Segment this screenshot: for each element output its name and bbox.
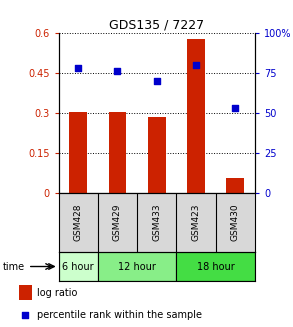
Bar <box>19 285 32 300</box>
Bar <box>69 112 87 193</box>
Bar <box>187 39 205 193</box>
Text: 18 hour: 18 hour <box>197 262 234 271</box>
Text: GSM428: GSM428 <box>74 204 83 241</box>
Point <box>76 65 81 71</box>
Bar <box>109 112 126 193</box>
Text: 12 hour: 12 hour <box>118 262 156 271</box>
Point <box>115 69 120 74</box>
Text: GSM430: GSM430 <box>231 203 240 241</box>
Bar <box>226 178 244 193</box>
Title: GDS135 / 7227: GDS135 / 7227 <box>109 19 204 31</box>
Point <box>194 62 198 67</box>
Text: time: time <box>3 262 25 271</box>
Text: log ratio: log ratio <box>37 288 77 298</box>
Bar <box>176 252 255 281</box>
Point <box>233 105 238 111</box>
Text: GSM433: GSM433 <box>152 203 161 241</box>
Text: 6 hour: 6 hour <box>62 262 94 271</box>
Text: GSM429: GSM429 <box>113 204 122 241</box>
Text: GSM423: GSM423 <box>192 204 200 241</box>
Point <box>23 313 27 318</box>
Bar <box>98 252 176 281</box>
Point <box>154 78 159 83</box>
Bar <box>148 117 166 193</box>
Bar <box>59 252 98 281</box>
Text: percentile rank within the sample: percentile rank within the sample <box>37 310 202 320</box>
